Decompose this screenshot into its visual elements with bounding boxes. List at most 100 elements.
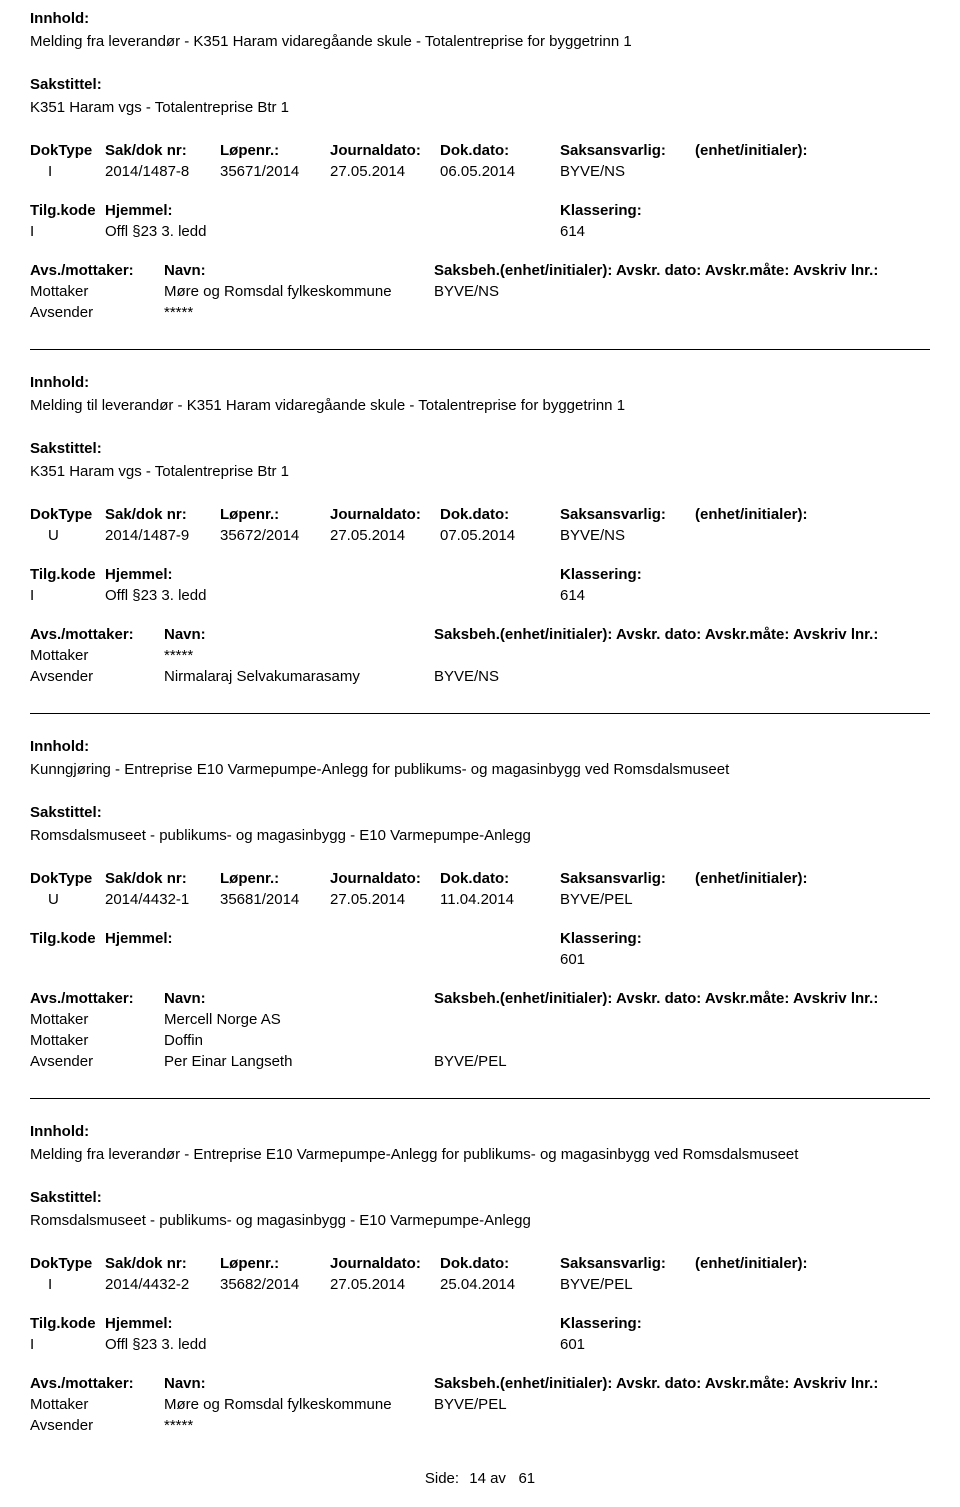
val-dokdato: 06.05.2014 (440, 163, 560, 180)
hdr-journaldato: Journaldato: (330, 1255, 440, 1272)
party-role: Mottaker (30, 1011, 164, 1028)
footer-av-label: av (490, 1470, 506, 1487)
party-role: Mottaker (30, 647, 164, 664)
hdr-tilgkode: Tilg.kode (30, 930, 105, 947)
val-lopenr: 35681/2014 (220, 891, 330, 908)
val-journaldato: 27.05.2014 (330, 163, 440, 180)
parties-header: Avs./mottaker:Navn:Saksbeh.(enhet/initia… (30, 990, 930, 1007)
doc-table-header: DokTypeSak/dok nr:Løpenr.:Journaldato:Do… (30, 1255, 930, 1272)
hdr-tilgkode: Tilg.kode (30, 566, 105, 583)
val-journaldato: 27.05.2014 (330, 527, 440, 544)
hdr-doktype: DokType (30, 142, 105, 159)
party-name: Doffin (164, 1032, 434, 1049)
hdr-saksbeh: Saksbeh.(enhet/initialer): Avskr. dato: … (434, 990, 930, 1007)
val-enhet (695, 163, 930, 180)
hjemmel-header: Tilg.kodeHjemmel:Klassering: (30, 930, 930, 947)
hdr-lopenr: Løpenr.: (220, 142, 330, 159)
hdr-hjemmel: Hjemmel: (105, 930, 560, 947)
innhold-value: Melding fra leverandør - K351 Haram vida… (30, 33, 930, 50)
hdr-dokdato: Dok.dato: (440, 870, 560, 887)
party-row: Avsender***** (30, 304, 930, 321)
party-saksbeh: BYVE/NS (434, 283, 930, 300)
party-row: Mottaker***** (30, 647, 930, 664)
journal-record: Innhold: Melding fra leverandør - K351 Ha… (30, 10, 930, 349)
val-hjemmel: Offl §23 3. ledd (105, 1336, 560, 1353)
party-saksbeh: BYVE/PEL (434, 1053, 930, 1070)
party-row: AvsenderPer Einar LangsethBYVE/PEL (30, 1053, 930, 1070)
party-saksbeh: BYVE/PEL (434, 1396, 930, 1413)
sakstittel-value: Romsdalsmuseet - publikums- og magasinby… (30, 1212, 930, 1229)
hdr-klassering: Klassering: (560, 1315, 930, 1332)
hdr-saksbeh: Saksbeh.(enhet/initialer): Avskr. dato: … (434, 626, 930, 643)
hdr-sakdok: Sak/dok nr: (105, 870, 220, 887)
sakstittel-value: K351 Haram vgs - Totalentreprise Btr 1 (30, 99, 930, 116)
hdr-saksbeh: Saksbeh.(enhet/initialer): Avskr. dato: … (434, 262, 930, 279)
val-tilgkode: I (30, 587, 105, 604)
hdr-klassering: Klassering: (560, 202, 930, 219)
val-klassering: 601 (560, 1336, 930, 1353)
innhold-label: Innhold: (30, 1123, 930, 1140)
sakstittel-value: Romsdalsmuseet - publikums- og magasinby… (30, 827, 930, 844)
party-role: Mottaker (30, 1396, 164, 1413)
sakstittel-label: Sakstittel: (30, 1189, 930, 1206)
val-sakdok: 2014/4432-1 (105, 891, 220, 908)
party-role: Avsender (30, 304, 164, 321)
hdr-tilgkode: Tilg.kode (30, 1315, 105, 1332)
hdr-tilgkode: Tilg.kode (30, 202, 105, 219)
parties-header: Avs./mottaker:Navn:Saksbeh.(enhet/initia… (30, 262, 930, 279)
hdr-enhet: (enhet/initialer): (695, 870, 930, 887)
party-saksbeh: BYVE/NS (434, 668, 930, 685)
hdr-journaldato: Journaldato: (330, 870, 440, 887)
party-row: MottakerMercell Norge AS (30, 1011, 930, 1028)
hdr-sakdok: Sak/dok nr: (105, 1255, 220, 1272)
hjemmel-header: Tilg.kodeHjemmel:Klassering: (30, 1315, 930, 1332)
hdr-doktype: DokType (30, 1255, 105, 1272)
party-role: Avsender (30, 668, 164, 685)
journal-record: Innhold:Melding til leverandør - K351 Ha… (30, 349, 930, 713)
doc-table-header: DokTypeSak/dok nr:Løpenr.:Journaldato:Do… (30, 506, 930, 523)
hdr-avs-mottaker: Avs./mottaker: (30, 262, 164, 279)
val-hjemmel: Offl §23 3. ledd (105, 223, 560, 240)
innhold-value: Kunngjøring - Entreprise E10 Varmepumpe-… (30, 761, 930, 778)
party-saksbeh (434, 1011, 930, 1028)
val-klassering: 614 (560, 223, 930, 240)
hdr-enhet: (enhet/initialer): (695, 142, 930, 159)
hdr-avs-mottaker: Avs./mottaker: (30, 990, 164, 1007)
val-doktype: U (30, 527, 105, 544)
parties-header: Avs./mottaker:Navn:Saksbeh.(enhet/initia… (30, 626, 930, 643)
doc-table-row: U2014/4432-135681/201427.05.201411.04.20… (30, 891, 930, 908)
hdr-avs-mottaker: Avs./mottaker: (30, 626, 164, 643)
doc-table-row: U2014/1487-935672/201427.05.201407.05.20… (30, 527, 930, 544)
party-role: Avsender (30, 1417, 164, 1434)
hdr-saksbeh: Saksbeh.(enhet/initialer): Avskr. dato: … (434, 1375, 930, 1392)
hdr-hjemmel: Hjemmel: (105, 1315, 560, 1332)
page-footer: Side: 14 av 61 (30, 1470, 930, 1487)
hjemmel-row: 601 (30, 951, 930, 968)
val-enhet (695, 891, 930, 908)
val-enhet (695, 1276, 930, 1293)
record-divider (30, 713, 930, 714)
hdr-navn: Navn: (164, 1375, 434, 1392)
innhold-label: Innhold: (30, 10, 930, 27)
val-lopenr: 35682/2014 (220, 1276, 330, 1293)
footer-side-label: Side: (425, 1470, 459, 1487)
party-name: Mercell Norge AS (164, 1011, 434, 1028)
hdr-doktype: DokType (30, 506, 105, 523)
party-role: Avsender (30, 1053, 164, 1070)
val-dokdato: 07.05.2014 (440, 527, 560, 544)
doc-table-header: DokTypeSak/dok nr:Løpenr.:Journaldato:Do… (30, 870, 930, 887)
hdr-lopenr: Løpenr.: (220, 1255, 330, 1272)
val-sakdok: 2014/1487-9 (105, 527, 220, 544)
sakstittel-value: K351 Haram vgs - Totalentreprise Btr 1 (30, 463, 930, 480)
doc-table-header: DokTypeSak/dok nr:Løpenr.:Journaldato:Do… (30, 142, 930, 159)
innhold-value: Melding til leverandør - K351 Haram vida… (30, 397, 930, 414)
hdr-navn: Navn: (164, 990, 434, 1007)
hdr-journaldato: Journaldato: (330, 142, 440, 159)
hdr-saksansvarlig: Saksansvarlig: (560, 506, 695, 523)
hdr-saksansvarlig: Saksansvarlig: (560, 1255, 695, 1272)
hjemmel-header: Tilg.kodeHjemmel:Klassering: (30, 566, 930, 583)
hdr-saksansvarlig: Saksansvarlig: (560, 870, 695, 887)
party-saksbeh (434, 1032, 930, 1049)
party-name: Møre og Romsdal fylkeskommune (164, 1396, 434, 1413)
hdr-sakdok: Sak/dok nr: (105, 142, 220, 159)
